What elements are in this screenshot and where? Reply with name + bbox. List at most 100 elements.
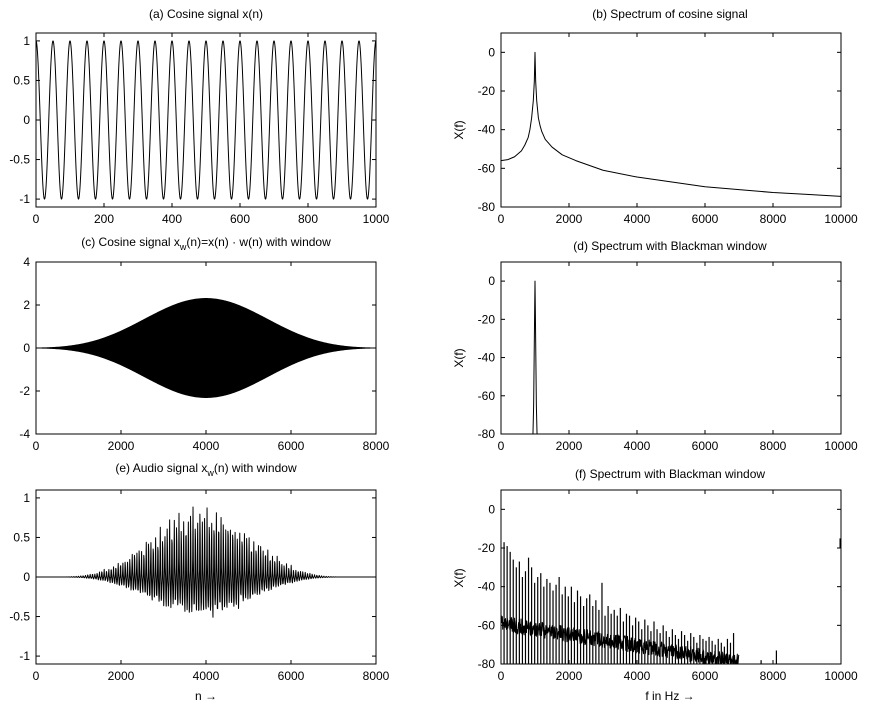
x-tick-label: 10000: [824, 669, 858, 683]
y-tick-label: -60: [478, 161, 496, 175]
panel-a-ticks: 0 200 400 600 800 1000 -1 -0.5 0 0.5 1: [9, 33, 390, 226]
x-tick-label: 6000: [278, 669, 305, 683]
panel-d-ylabel: X(f): [452, 348, 466, 367]
panel-e-title-rest: (n) with window: [214, 461, 297, 475]
y-tick-label: 0.5: [13, 530, 30, 544]
y-tick-label: 4: [23, 255, 30, 269]
panel-d-title: (d) Spectrum with Blackman window: [573, 239, 767, 253]
y-tick-label: 1: [23, 491, 30, 505]
x-tick-label: 0: [498, 439, 505, 453]
y-tick-label: 0: [488, 45, 495, 59]
panel-f-title: (f) Spectrum with Blackman window: [575, 467, 765, 481]
y-tick-label: -2: [19, 384, 30, 398]
x-tick-label: 8000: [760, 439, 787, 453]
panel-c-title-main: (c) Cosine signal x: [81, 235, 180, 249]
panel-c-ticks: 0 2000 4000 6000 8000 -4 -2 0 2 4: [19, 255, 389, 453]
panel-b-title: (b) Spectrum of cosine signal: [592, 7, 747, 21]
panel-c-title-sub: w: [179, 242, 187, 252]
panel-c-title-rest: (n)=x(n) · w(n) with window: [186, 235, 331, 249]
x-tick-label: 0: [33, 669, 40, 683]
y-tick-label: -1: [19, 192, 30, 206]
panel-f-frame: [500, 489, 842, 665]
panel-c-plot: [36, 298, 376, 398]
panel-e-title-main: (e) Audio signal x: [115, 461, 207, 475]
x-tick-label: 8000: [363, 439, 390, 453]
panel-b: (b) Spectrum of cosine signal X(f) 0 2000…: [452, 7, 858, 226]
spectrum-line: [500, 51, 842, 197]
x-tick-label: 4000: [624, 669, 651, 683]
panel-d-plot: [532, 280, 538, 435]
panel-d-ticks: 0 2000 4000 6000 8000 10000 -80 -60 -40 -20 0: [478, 262, 858, 453]
panel-f-ylabel: X(f): [452, 568, 466, 587]
x-tick-label: 8000: [760, 669, 787, 683]
panel-a-title: (a) Cosine signal x(n): [149, 7, 263, 21]
panel-a-plot: [35, 40, 377, 200]
y-tick-label: -60: [478, 618, 496, 632]
cosine-signal-line: [35, 40, 377, 200]
y-tick-label: -40: [478, 123, 496, 137]
panel-e-ticks: 0 2000 4000 6000 8000 -1 -0.5 0 0.5 1: [9, 490, 390, 683]
panel-e-plot: [36, 506, 376, 618]
y-tick-label: -80: [478, 427, 496, 441]
panel-c-title: (c) Cosine signal xw(n)=x(n) · w(n) with…: [81, 235, 331, 252]
panel-a: (a) Cosine signal x(n) 0 200 400 600 800 1000…: [9, 7, 389, 226]
x-tick-label: 8000: [760, 212, 787, 226]
panel-e-title-sub: w: [206, 468, 214, 478]
y-tick-label: 0: [488, 502, 495, 516]
y-tick-label: -20: [478, 541, 496, 555]
y-tick-label: -0.5: [9, 610, 30, 624]
y-tick-label: -1: [19, 649, 30, 663]
y-tick-label: 0: [23, 341, 30, 355]
y-tick-label: -4: [19, 427, 30, 441]
x-tick-label: 0: [33, 439, 40, 453]
y-tick-label: 1: [23, 34, 30, 48]
x-tick-label: 2000: [556, 669, 583, 683]
panel-e-xlabel: n →: [195, 689, 217, 703]
y-tick-label: -80: [478, 200, 496, 214]
x-tick-label: 6000: [278, 439, 305, 453]
panel-f-xlabel: f in Hz →: [645, 689, 694, 703]
panel-f-plot: [500, 538, 841, 665]
y-tick-label: 0: [23, 570, 30, 584]
panel-b-frame: [500, 32, 842, 208]
y-tick-label: -80: [478, 657, 496, 671]
x-tick-label: 1000: [363, 212, 390, 226]
y-tick-label: 0: [23, 113, 30, 127]
x-tick-label: 400: [162, 212, 182, 226]
x-tick-label: 0: [498, 212, 505, 226]
panel-b-ticks: 0 2000 4000 6000 8000 10000 -80 -60 -40 -20 0: [478, 33, 858, 226]
x-tick-label: 2000: [108, 669, 135, 683]
x-tick-label: 200: [94, 212, 114, 226]
panel-a-frame: [35, 32, 377, 208]
x-tick-label: 6000: [692, 669, 719, 683]
x-tick-label: 800: [298, 212, 318, 226]
panel-f-ticks: 0 2000 4000 6000 8000 10000 -80 -60 -40 -20 0: [478, 490, 858, 683]
panel-e: (e) Audio signal xw(n) with window 0 2000…: [9, 461, 389, 703]
y-tick-label: -60: [478, 389, 496, 403]
y-tick-label: -20: [478, 312, 496, 326]
x-tick-label: 4000: [193, 439, 220, 453]
x-tick-label: 10000: [824, 439, 858, 453]
panel-b-plot: [500, 51, 842, 197]
x-tick-label: 0: [33, 212, 40, 226]
y-tick-label: -20: [478, 84, 496, 98]
x-tick-label: 4000: [624, 439, 651, 453]
y-tick-label: -40: [478, 351, 496, 365]
x-tick-label: 2000: [108, 439, 135, 453]
y-tick-label: 2: [23, 298, 30, 312]
x-tick-label: 2000: [556, 439, 583, 453]
x-tick-label: 10000: [824, 212, 858, 226]
panel-c: (c) Cosine signal xw(n)=x(n) · w(n) with…: [19, 235, 389, 453]
x-tick-label: 2000: [556, 212, 583, 226]
audio-signal-line: [36, 506, 376, 618]
x-tick-label: 4000: [624, 212, 651, 226]
y-tick-label: 0: [488, 274, 495, 288]
y-tick-label: -0.5: [9, 153, 30, 167]
x-tick-label: 6000: [692, 439, 719, 453]
y-tick-label: -40: [478, 580, 496, 594]
x-tick-label: 4000: [193, 669, 220, 683]
windowed-cosine-envelope: [36, 298, 376, 398]
spectrum-line: [532, 280, 538, 435]
x-tick-label: 0: [498, 669, 505, 683]
